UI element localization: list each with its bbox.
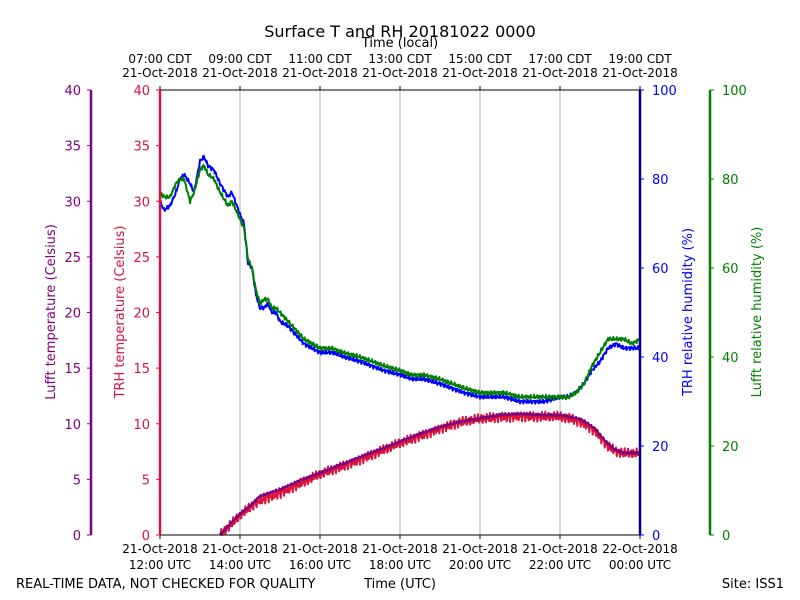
plot-series [159, 154, 641, 536]
lufft-rh-tick-label: 100 [722, 84, 747, 99]
x-tick-label-time: 16:00 UTC [289, 558, 351, 572]
trh-rh-tick-label: 20 [652, 440, 669, 455]
lufft-temp-axis-label: Lufft temperature (Celsius) [44, 224, 59, 400]
lufft-temp-tick-label: 20 [64, 307, 81, 322]
lufft-rh-tick-label: 0 [722, 529, 730, 544]
series-line-lufft-relative-humidity [159, 164, 641, 401]
x-tick-label-time: 00:00 UTC [609, 558, 671, 572]
trh-rh-tick-label: 60 [652, 262, 669, 277]
lufft-temp-tick-label: 25 [64, 251, 81, 266]
top-axis-label: Time (local) [361, 36, 438, 51]
lufft-temp-tick-label: 35 [64, 140, 81, 155]
x-tick-label-date: 21-Oct-2018 [202, 542, 278, 556]
top-tick-label-time: 15:00 CDT [448, 52, 512, 66]
top-tick-label-time: 11:00 CDT [288, 52, 352, 66]
top-tick-label-time: 19:00 CDT [608, 52, 672, 66]
trh-rh-tick-label: 0 [652, 529, 660, 544]
lufft-rh-tick-label: 80 [722, 173, 739, 188]
site-label: Site: ISS1 [722, 577, 784, 592]
lufft-temp-tick-label: 5 [73, 473, 81, 488]
trh-temp-axis-label: TRH temperature (Celsius) [113, 226, 128, 400]
lufft-rh-tick-label: 20 [722, 440, 739, 455]
x-tick-label-date: 22-Oct-2018 [602, 542, 678, 556]
top-tick-label-date: 21-Oct-2018 [202, 66, 278, 80]
quality-disclaimer: REAL-TIME DATA, NOT CHECKED FOR QUALITY [16, 577, 315, 592]
x-tick-label-time: 22:00 UTC [529, 558, 591, 572]
top-tick-label-time: 07:00 CDT [128, 52, 192, 66]
trh-rh-tick-label: 80 [652, 173, 669, 188]
x-tick-label-time: 18:00 UTC [369, 558, 431, 572]
trh-temp-tick-label: 15 [133, 362, 150, 377]
x-tick-label-time: 12:00 UTC [129, 558, 191, 572]
x-tick-label-date: 21-Oct-2018 [362, 542, 438, 556]
top-tick-label-time: 13:00 CDT [368, 52, 432, 66]
lufft-rh-axis-label: Lufft relative humidity (%) [750, 227, 765, 398]
top-tick-label-date: 21-Oct-2018 [602, 66, 678, 80]
lufft-rh-tick-label: 40 [722, 351, 739, 366]
bottom-axis-label: Time (UTC) [363, 577, 436, 592]
lufft-rh-tick-label: 60 [722, 262, 739, 277]
trh-temp-tick-label: 20 [133, 307, 150, 322]
gridlines [239, 90, 561, 535]
lufft-temp-tick-label: 40 [64, 84, 81, 99]
trh-rh-axis-label: TRH relative humidity (%) [681, 228, 696, 397]
lufft-temp-tick-label: 30 [64, 195, 81, 210]
x-tick-label-time: 20:00 UTC [449, 558, 511, 572]
top-tick-label-date: 21-Oct-2018 [122, 66, 198, 80]
trh-rh-tick-label: 40 [652, 351, 669, 366]
top-tick-label-date: 21-Oct-2018 [362, 66, 438, 80]
trh-temp-tick-label: 0 [142, 529, 150, 544]
trh-temp-tick-label: 30 [133, 195, 150, 210]
lufft-temp-tick-label: 15 [64, 362, 81, 377]
top-tick-label-date: 21-Oct-2018 [522, 66, 598, 80]
trh-temp-tick-label: 35 [133, 140, 150, 155]
chart-title: Surface T and RH 20181022 0000 [264, 22, 536, 41]
top-tick-label-time: 09:00 CDT [208, 52, 272, 66]
series-line-lufft-temperature [219, 411, 641, 536]
lufft-temp-tick-label: 10 [64, 418, 81, 433]
trh-temp-tick-label: 40 [133, 84, 150, 99]
trh-temp-tick-label: 5 [142, 473, 150, 488]
axis-ticks: 21-Oct-2018 12:00 UTC 21-Oct-2018 14:00 UTC… [64, 52, 746, 572]
x-tick-label-date: 21-Oct-2018 [442, 542, 518, 556]
x-tick-label-date: 21-Oct-2018 [282, 542, 358, 556]
top-tick-label-time: 17:00 CDT [528, 52, 592, 66]
x-tick-label-date: 21-Oct-2018 [522, 542, 598, 556]
x-tick-label-time: 14:00 UTC [209, 558, 271, 572]
top-tick-label-date: 21-Oct-2018 [282, 66, 358, 80]
trh-temp-tick-label: 25 [133, 251, 150, 266]
trh-rh-tick-label: 100 [652, 84, 677, 99]
trh-temp-tick-label: 10 [133, 418, 150, 433]
x-tick-label-date: 21-Oct-2018 [122, 542, 198, 556]
top-tick-label-date: 21-Oct-2018 [442, 66, 518, 80]
lufft-temp-tick-label: 0 [73, 529, 81, 544]
